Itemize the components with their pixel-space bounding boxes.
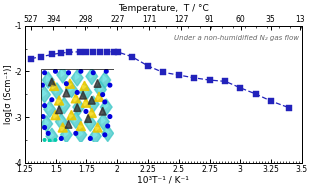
X-axis label: 10³T⁻¹ / K⁻¹: 10³T⁻¹ / K⁻¹	[137, 176, 189, 185]
Text: Under a non-humidified N₂ gas flow: Under a non-humidified N₂ gas flow	[174, 35, 299, 41]
X-axis label: Temperature,  T / °C: Temperature, T / °C	[118, 4, 209, 13]
Y-axis label: log[σ (Scm⁻¹)]: log[σ (Scm⁻¹)]	[4, 64, 13, 124]
